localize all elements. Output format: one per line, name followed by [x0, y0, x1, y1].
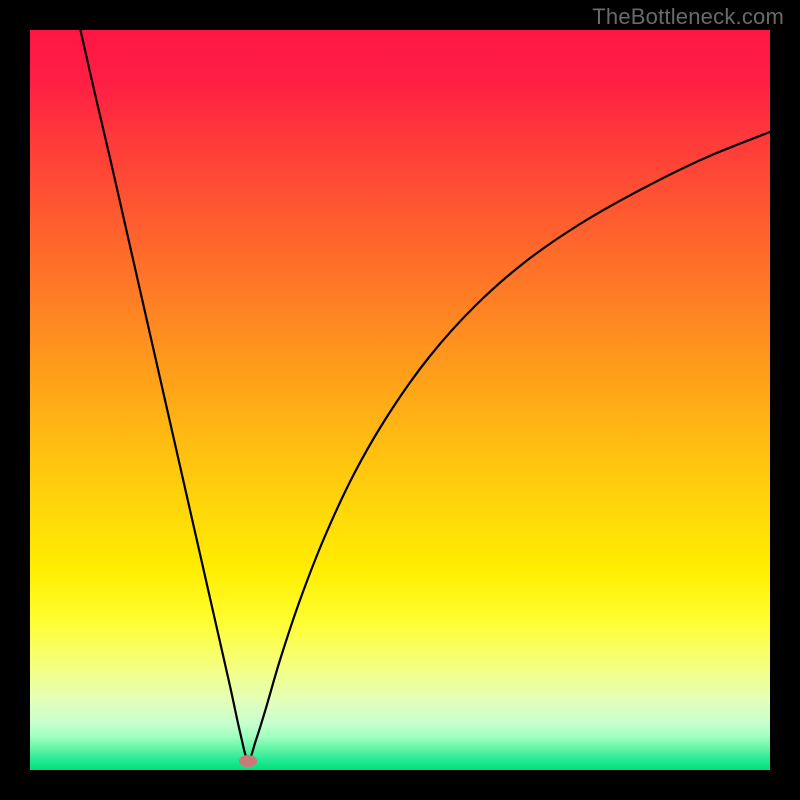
chart-svg [0, 0, 800, 800]
frame-left [0, 0, 30, 800]
optimum-marker [239, 755, 257, 767]
frame-bottom [0, 770, 800, 800]
frame-right [770, 0, 800, 800]
watermark: TheBottleneck.com [592, 4, 784, 30]
plot-background [30, 30, 770, 770]
chart-container: TheBottleneck.com [0, 0, 800, 800]
